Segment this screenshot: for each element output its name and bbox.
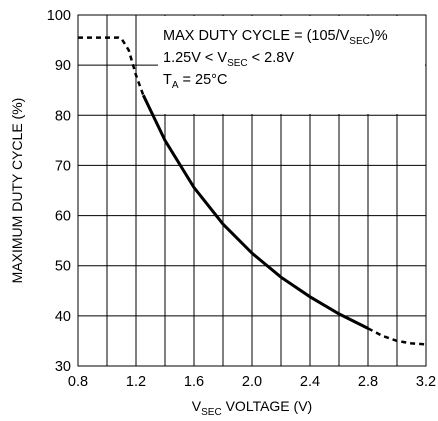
tick-labels: 0.8 1.2 1.6 2.0 2.4 2.8 3.2 30 40 50 60 70 80 90 100 xyxy=(47,8,436,390)
x-tick-label: 2.8 xyxy=(358,374,378,390)
x-axis-label: VSEC VOLTAGE (V) xyxy=(192,398,312,418)
x-tick-label: 2.0 xyxy=(242,374,262,390)
x-tick-label: 0.8 xyxy=(68,374,88,390)
series-line-solid xyxy=(141,94,369,330)
axis-labels: VSEC VOLTAGE (V) MAXIMUM DUTY CYCLE (%) xyxy=(9,98,312,418)
series-layer xyxy=(78,36,427,346)
x-tick-label: 3.2 xyxy=(416,374,436,390)
annotation-background xyxy=(158,65,236,84)
plot-frame xyxy=(77,14,427,367)
y-tick-label: 70 xyxy=(55,158,71,174)
x-tick-label: 1.2 xyxy=(126,374,146,390)
y-tick-label: 30 xyxy=(55,359,71,375)
y-tick-label: 60 xyxy=(55,209,71,225)
annotation-line: MAX DUTY CYCLE = (105/VSEC)% xyxy=(163,28,388,47)
y-tick-label: 90 xyxy=(55,58,71,74)
y-tick-label: 100 xyxy=(47,8,71,24)
x-tick-label: 1.6 xyxy=(184,374,204,390)
x-tick-label: 2.4 xyxy=(300,374,320,390)
y-tick-label: 50 xyxy=(55,259,71,275)
annotation-line: 1.25V < VSEC < 2.8V xyxy=(163,50,294,69)
y-axis-label: MAXIMUM DUTY CYCLE (%) xyxy=(9,98,25,284)
series-line-dashed-low xyxy=(78,36,145,96)
series-line-dashed-high xyxy=(367,327,427,346)
y-tick-label: 80 xyxy=(55,108,71,124)
annotation-box: MAX DUTY CYCLE = (105/VSEC)% 1.25V < VSEC… xyxy=(158,16,425,114)
annotation-line: TA = 25°C xyxy=(163,72,227,91)
y-tick-label: 40 xyxy=(55,309,71,325)
